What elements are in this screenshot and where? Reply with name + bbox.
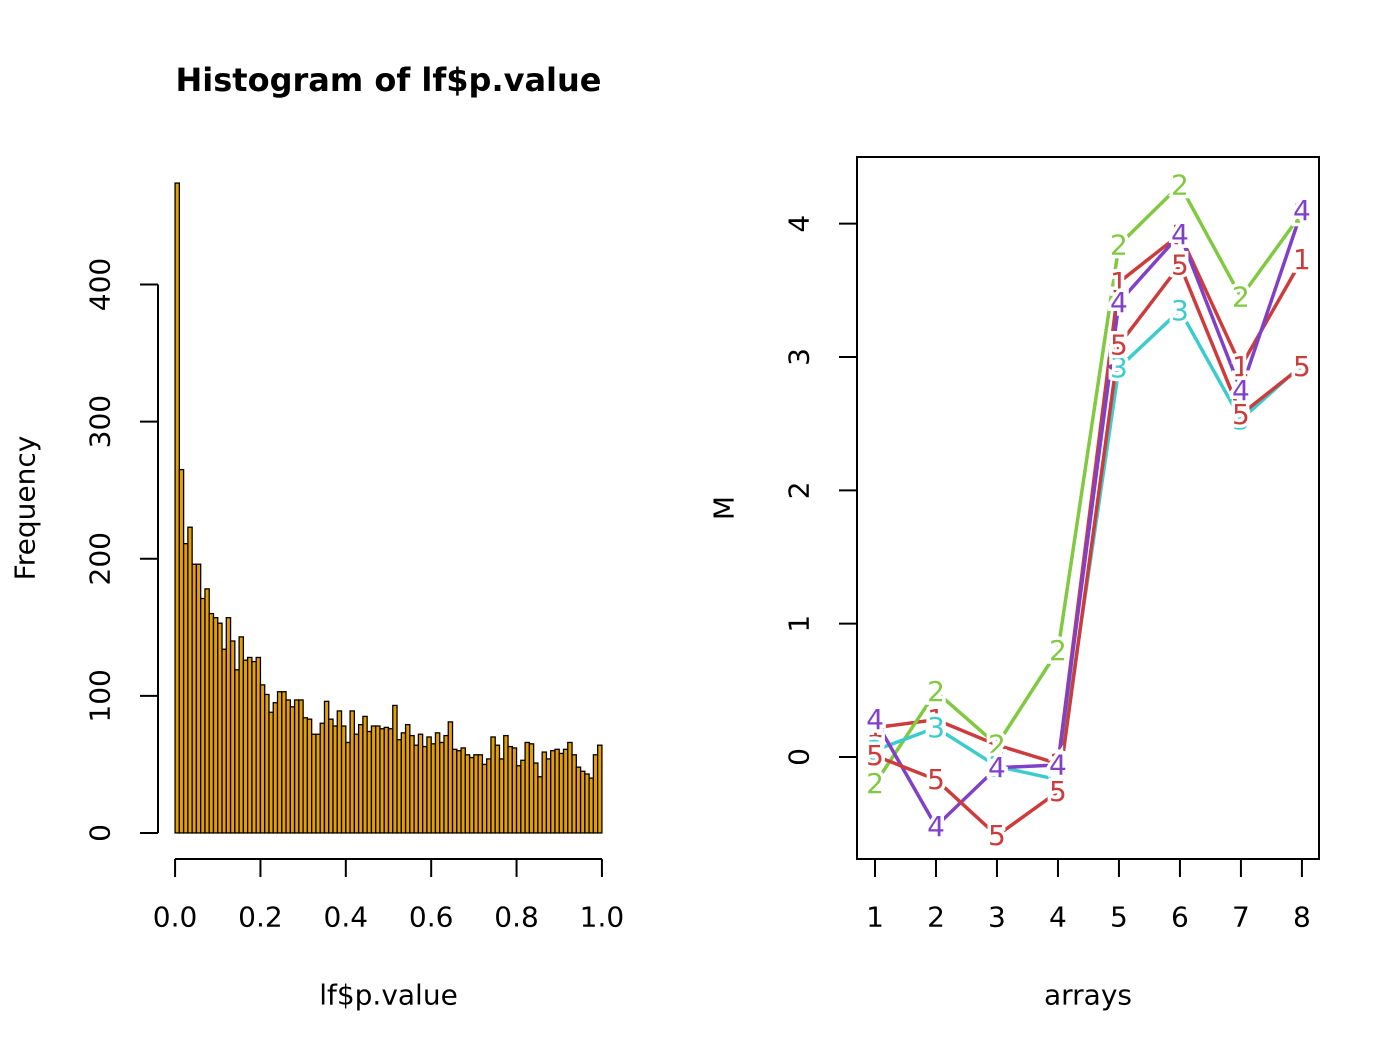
point-label: 1 <box>988 729 1006 762</box>
point-label: 3 <box>1232 403 1250 436</box>
x-tick-label: 0.6 <box>409 901 454 934</box>
point-label: 1 <box>1293 243 1311 276</box>
bar <box>597 744 603 834</box>
y-axis-label: Frequency <box>9 436 42 581</box>
series-line <box>873 182 1304 785</box>
point-label: 2 <box>1110 229 1128 262</box>
point-label: 3 <box>988 750 1006 783</box>
point-label: 1 <box>1232 350 1250 383</box>
point-label: 5 <box>988 819 1006 852</box>
point-label: 1 <box>1049 747 1067 780</box>
x-tick-label: 0.2 <box>238 901 283 934</box>
x-tick-label: 0.0 <box>153 901 198 934</box>
x-axis-label: lf$p.value <box>319 979 458 1012</box>
point-label: 1 <box>866 711 884 744</box>
y-tick-label: 3 <box>783 348 816 366</box>
point-label: 4 <box>866 703 884 736</box>
point-label: 3 <box>1049 763 1067 796</box>
point-label: 5 <box>1171 249 1189 282</box>
point-label: 5 <box>927 763 945 796</box>
point-label: 5 <box>866 739 884 772</box>
x-tick-label: 1 <box>866 901 884 934</box>
y-tick-label: 0 <box>783 748 816 766</box>
y-tick-label: 1 <box>783 615 816 633</box>
point-label: 5 <box>1049 775 1067 808</box>
point-label: 3 <box>1171 294 1189 327</box>
point-label: 5 <box>1232 398 1250 431</box>
x-tick-label: 4 <box>1049 901 1067 934</box>
point-label: 4 <box>1232 374 1250 407</box>
point-label: 3 <box>866 734 884 767</box>
point-label: 2 <box>988 729 1006 762</box>
x-tick-label: 5 <box>1110 901 1128 934</box>
series-line <box>874 261 1304 838</box>
point-label: 5 <box>1110 329 1128 362</box>
x-tick-label: 1.0 <box>580 901 625 934</box>
point-label: 4 <box>1293 194 1311 227</box>
point-label: 4 <box>927 810 945 843</box>
point-label: 4 <box>1049 749 1067 782</box>
point-label: 1 <box>1110 266 1128 299</box>
series-line <box>873 209 1304 830</box>
chart-title: Histogram of lf$p.value <box>175 61 601 99</box>
y-tick-label: 300 <box>84 395 117 448</box>
point-label: 2 <box>927 675 945 708</box>
point-label: 3 <box>927 711 945 744</box>
point-label: 3 <box>1293 349 1311 382</box>
x-tick-label: 2 <box>927 901 945 934</box>
y-tick-label: 0 <box>84 824 117 842</box>
point-label: 4 <box>1110 286 1128 319</box>
point-label: 1 <box>1171 218 1189 251</box>
point-label: 4 <box>1171 218 1189 251</box>
point-label: 4 <box>988 751 1006 784</box>
x-tick-label: 3 <box>988 901 1006 934</box>
y-axis-label: M <box>708 496 741 520</box>
point-label: 1 <box>927 703 945 736</box>
point-label: 2 <box>1171 169 1189 202</box>
x-tick-label: 0.4 <box>324 901 369 934</box>
x-tick-label: 0.8 <box>494 901 539 934</box>
x-tick-label: 6 <box>1171 901 1189 934</box>
point-label: 3 <box>1110 351 1128 384</box>
y-tick-label: 100 <box>84 669 117 722</box>
y-tick-label: 200 <box>84 532 117 585</box>
point-label: 2 <box>1293 197 1311 230</box>
x-axis-label: arrays <box>1044 979 1132 1012</box>
x-tick-label: 7 <box>1232 901 1250 934</box>
y-tick-label: 4 <box>783 215 816 233</box>
point-label: 5 <box>1293 350 1311 383</box>
point-label: 2 <box>866 767 884 800</box>
point-label: 2 <box>1049 634 1067 667</box>
plot-frame <box>856 156 1320 860</box>
point-label: 2 <box>1232 281 1250 314</box>
y-tick-label: 400 <box>84 258 117 311</box>
y-tick-label: 2 <box>783 481 816 499</box>
x-tick-label: 8 <box>1293 901 1311 934</box>
